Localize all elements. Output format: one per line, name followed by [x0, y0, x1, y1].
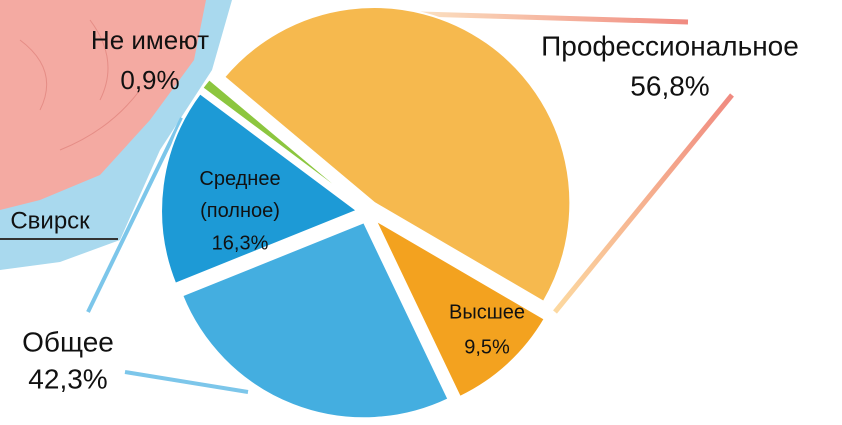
- pie-slice: [200, 77, 361, 206]
- group-label: Не имеют: [91, 25, 209, 55]
- pie-slice: [180, 220, 450, 420]
- leader-lines: [86, 11, 734, 394]
- map: [0, 0, 232, 270]
- value-label: 9,5%: [464, 336, 510, 358]
- group-label: Общее: [22, 326, 114, 357]
- map-label: Свирск: [10, 207, 90, 234]
- value-label: 0,9%: [120, 65, 179, 95]
- part-label: Высшее: [449, 301, 525, 323]
- value-label: 42,3%: [28, 363, 107, 394]
- part-label: Среднее (полное): [199, 168, 280, 222]
- pie-slice: [160, 91, 360, 286]
- pie-slice: [222, 6, 572, 304]
- value-label: 56,8%: [630, 70, 709, 101]
- group-label: Профессиональное: [541, 30, 799, 61]
- pie-slice: [373, 217, 547, 399]
- value-label: 16,3%: [212, 232, 269, 254]
